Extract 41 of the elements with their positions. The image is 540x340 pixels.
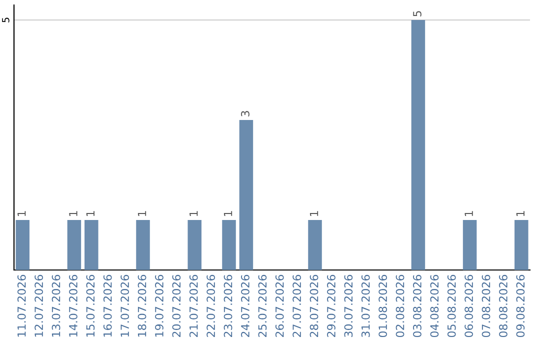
- x-tick-label: 04.08.2026: [430, 274, 439, 338]
- x-tick-label: 17.07.2026: [120, 274, 130, 337]
- x-tick-label: 11.07.2026: [17, 274, 26, 337]
- x-tick-label: 06.08.2026: [464, 274, 474, 338]
- data-label: 1: [310, 211, 318, 216]
- data-label: 1: [69, 211, 78, 216]
- data-label: 5: [413, 11, 422, 16]
- x-tick-label: 26.07.2026: [275, 274, 284, 337]
- x-tick-label: 08.08.2026: [499, 274, 508, 338]
- data-label: 1: [190, 211, 198, 216]
- x-tick-label: 31.07.2026: [361, 274, 370, 337]
- data-label: 1: [138, 211, 146, 216]
- x-tick-label: 28.07.2026: [310, 274, 318, 337]
- x-tick-label: 09.08.2026: [516, 274, 525, 338]
- x-tick-label: 30.07.2026: [344, 274, 353, 337]
- x-tick-label: 29.07.2026: [327, 274, 336, 337]
- x-tick-label: 07.08.2026: [482, 274, 490, 338]
- x-tick-label: 15.07.2026: [86, 274, 95, 337]
- x-tick-label: 20.07.2026: [172, 274, 181, 337]
- x-tick-label: 18.07.2026: [138, 274, 146, 337]
- x-tick-label: 05.08.2026: [447, 274, 456, 338]
- data-label: 1: [18, 211, 26, 216]
- x-tick-label: 22.07.2026: [206, 274, 216, 337]
- x-tick-label: 19.07.2026: [155, 274, 164, 337]
- data-label: 1: [224, 211, 232, 216]
- data-label: 1: [516, 211, 524, 216]
- x-tick-label: 12.07.2026: [34, 274, 44, 337]
- x-tick-label: 14.07.2026: [69, 274, 78, 337]
- x-tick-label: 21.07.2026: [189, 274, 198, 337]
- x-tick-label: 25.07.2026: [258, 274, 267, 337]
- data-label: 3: [241, 111, 250, 116]
- x-tick-label: 23.07.2026: [224, 274, 232, 337]
- x-tick-label: 16.07.2026: [103, 274, 112, 337]
- data-label: 1: [464, 211, 473, 216]
- x-tick-label: 27.07.2026: [292, 274, 302, 337]
- data-label: 1: [86, 211, 94, 216]
- x-tick-label: 24.07.2026: [241, 274, 250, 337]
- x-tick-label: 01.08.2026: [378, 274, 388, 338]
- x-tick-label: 03.08.2026: [413, 274, 422, 338]
- x-tick-label: 13.07.2026: [52, 274, 60, 337]
- x-tick-label: 02.08.2026: [396, 274, 404, 338]
